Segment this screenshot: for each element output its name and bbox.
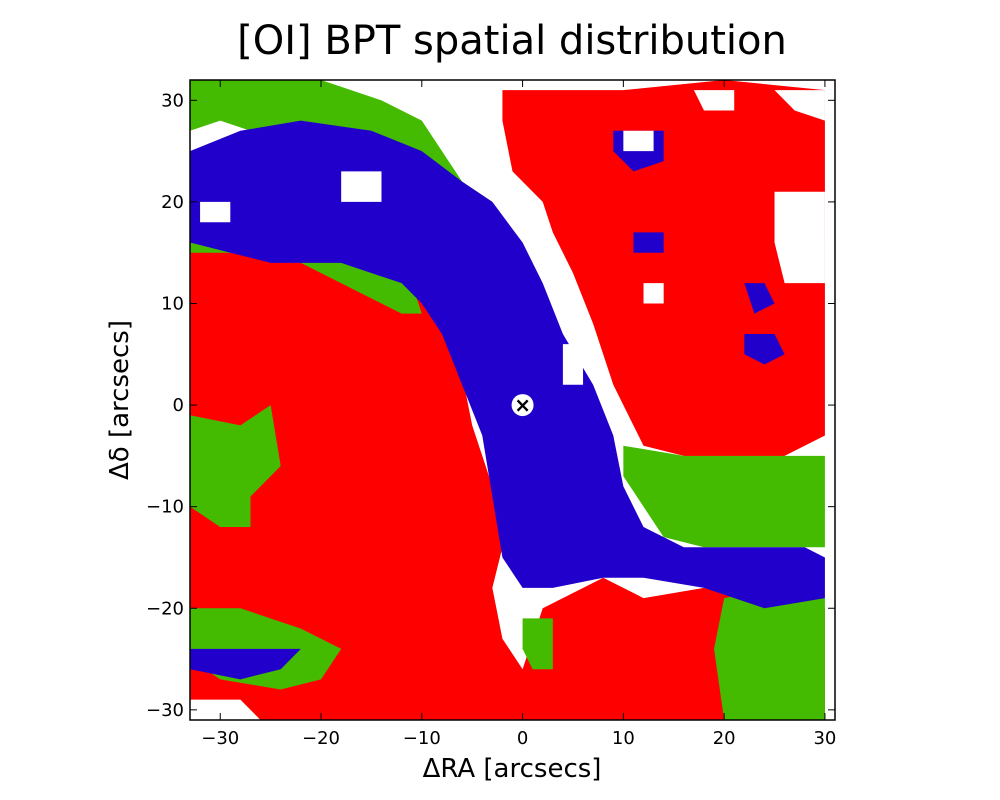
y-tick-label: 20 [161, 192, 184, 213]
map-region-12 [744, 333, 785, 365]
y-tick-label: −30 [146, 700, 184, 721]
map-region-19 [623, 130, 654, 152]
map-region-11 [744, 283, 775, 314]
y-tick-label: −10 [146, 497, 184, 518]
map-region-18 [190, 699, 261, 720]
y-tick-label: −20 [146, 598, 184, 619]
x-tick-label: 30 [813, 728, 836, 749]
nucleus-marker-cross: × [514, 393, 531, 417]
plot-area: × [190, 80, 835, 720]
chart-title: [OI] BPT spatial distribution [237, 18, 787, 64]
map-region-0 [190, 242, 825, 720]
map-region-22 [341, 171, 382, 202]
x-tick-label: 0 [517, 728, 528, 749]
map-region-8 [522, 618, 553, 670]
map-region-20 [643, 283, 664, 304]
y-tick-label: 30 [161, 90, 184, 111]
y-axis-label: Δδ [arcsecs] [105, 320, 135, 480]
x-tick-label: −30 [201, 728, 239, 749]
y-tick-label: 10 [161, 293, 184, 314]
map-region-9 [190, 120, 825, 609]
x-tick-label: −20 [302, 728, 340, 749]
map-region-23 [562, 344, 584, 385]
map-region-4 [190, 405, 281, 527]
map-region-17 [774, 191, 825, 284]
y-tick-label: 0 [173, 395, 184, 416]
x-tick-label: −10 [403, 728, 441, 749]
x-tick-label: 20 [713, 728, 736, 749]
map-region-10 [190, 648, 301, 680]
plot-frame [189, 79, 836, 721]
x-tick-label: 10 [612, 728, 635, 749]
map-region-16 [774, 90, 825, 121]
x-axis-label: ΔRA [arcsecs] [423, 754, 602, 784]
axis-ticks: −30 −20 −10 0 10 20 30 −30 −20 −10 0 10 20 30 [146, 80, 836, 749]
nucleus-marker-circle [511, 394, 534, 417]
map-region-15 [693, 90, 735, 111]
map-region-1 [502, 80, 825, 467]
map-region-6 [623, 445, 825, 548]
map-region-21 [200, 201, 231, 223]
map-region-7 [714, 587, 825, 720]
map-region-14 [633, 232, 664, 253]
